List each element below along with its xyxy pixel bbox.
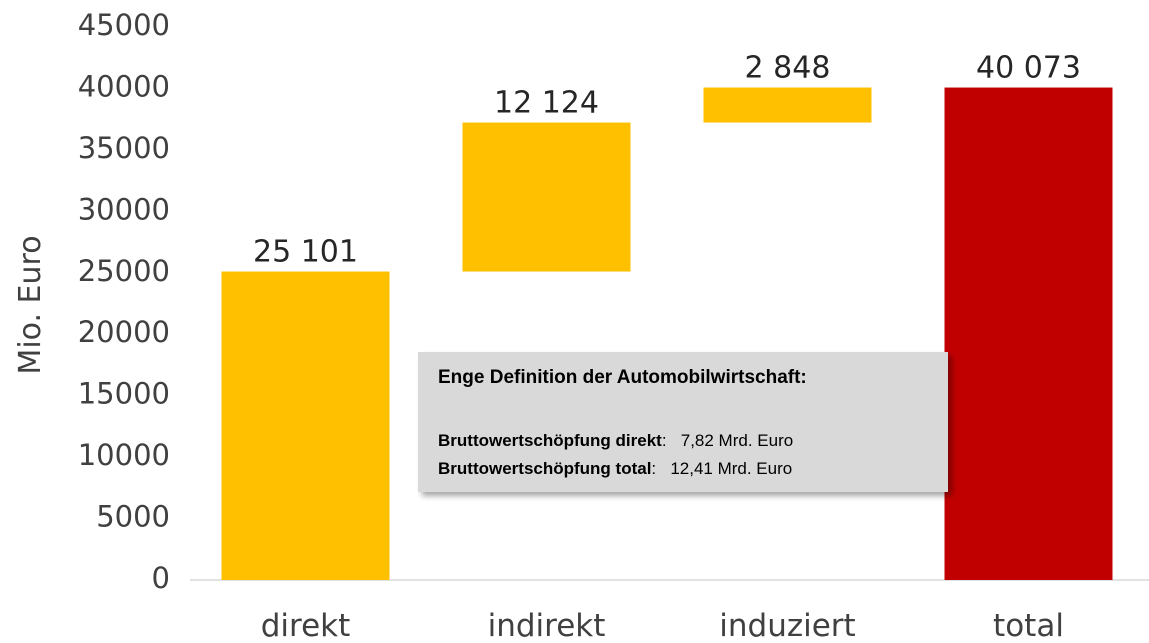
y-tick-label: 0 <box>152 561 170 595</box>
annotation-line: Bruttowertschöpfung direkt: 7,82 Mrd. Eu… <box>438 431 793 450</box>
data-label: 2 848 <box>745 51 831 86</box>
x-tick-label: total <box>993 608 1064 643</box>
data-label: 40 073 <box>976 51 1081 86</box>
annotation-label: Bruttowertschöpfung direkt <box>438 431 662 450</box>
annotation-text: : 7,82 Mrd. Euro <box>662 431 793 450</box>
bar <box>221 271 390 580</box>
bar <box>944 87 1113 580</box>
bar <box>462 122 631 272</box>
annotation-text: : 12,41 Mrd. Euro <box>651 459 792 478</box>
y-tick-label: 15000 <box>78 377 170 411</box>
y-tick-label: 30000 <box>78 192 170 226</box>
annotation-title: Enge Definition der Automobilwirtschaft: <box>438 367 807 388</box>
data-label: 12 124 <box>494 86 599 121</box>
annotation-box <box>418 352 948 492</box>
bar <box>703 87 872 123</box>
data-label: 25 101 <box>253 235 358 270</box>
x-tick-label: direkt <box>261 608 351 643</box>
y-tick-label: 10000 <box>78 438 170 472</box>
annotation-line: Bruttowertschöpfung total: 12,41 Mrd. Eu… <box>438 459 792 478</box>
y-axis-label: Mio. Euro <box>13 235 48 374</box>
y-tick-label: 25000 <box>78 254 170 288</box>
annotation: Enge Definition der Automobilwirtschaft:… <box>418 352 948 492</box>
x-tick-label: induziert <box>719 608 855 643</box>
y-tick-label: 20000 <box>78 315 170 349</box>
y-tick-label: 40000 <box>78 69 170 103</box>
y-tick-label: 45000 <box>78 8 170 42</box>
y-tick-label: 5000 <box>96 500 170 534</box>
x-tick-label: indirekt <box>488 608 606 643</box>
y-tick-label: 35000 <box>78 131 170 165</box>
annotation-label: Bruttowertschöpfung total <box>438 459 651 478</box>
